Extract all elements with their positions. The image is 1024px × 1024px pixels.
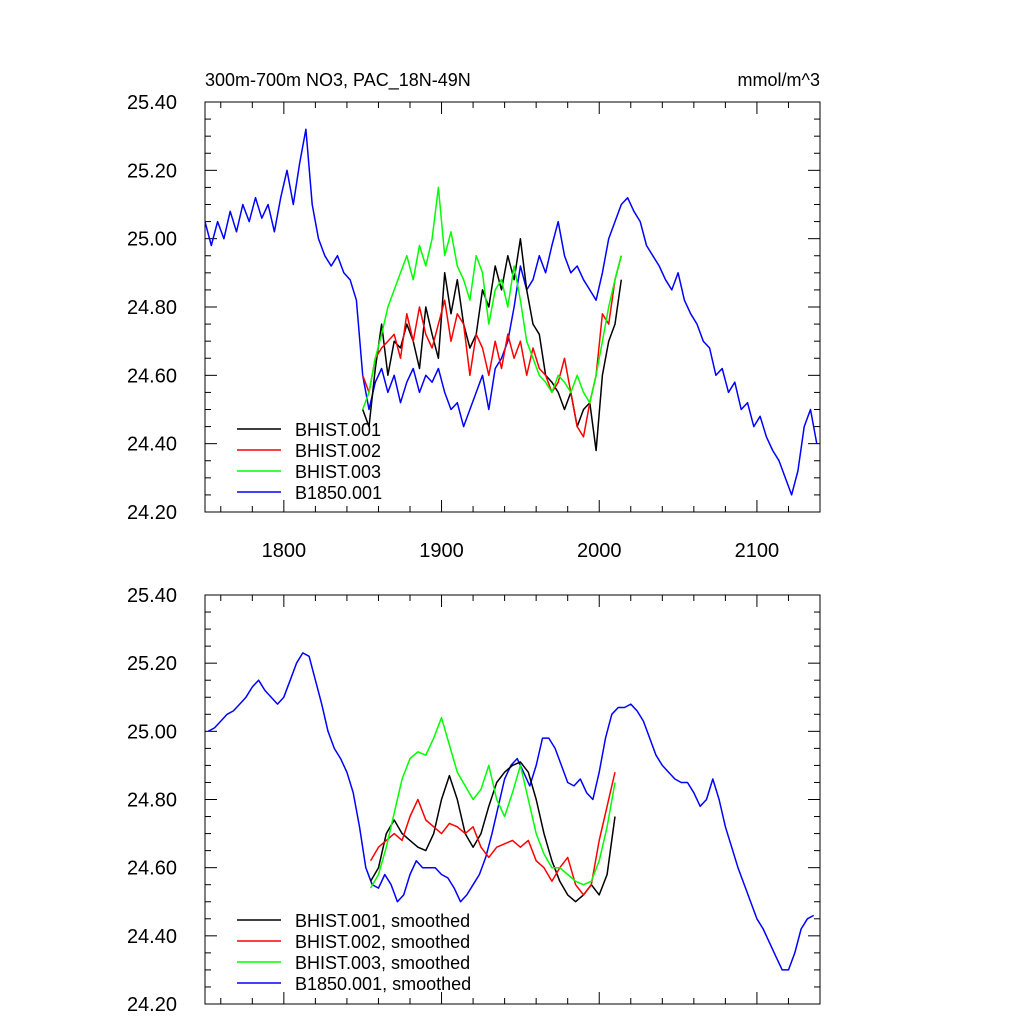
legend-label: B1850.001, smoothed	[295, 974, 471, 994]
legend-label: B1850.001	[295, 483, 382, 503]
chart-title-right: mmol/m^3	[738, 70, 820, 90]
y-tick-label: 24.60	[127, 858, 177, 880]
y-tick-label: 24.40	[127, 926, 177, 948]
x-tick-label: 2100	[735, 540, 780, 562]
y-tick-label: 24.20	[127, 994, 177, 1016]
y-tick-label: 25.00	[127, 721, 177, 743]
series-line-bhist-003	[361, 186, 623, 410]
x-tick-label: 1800	[262, 540, 307, 562]
series-line-bhist-002	[369, 772, 616, 896]
series-line-bhist-001	[361, 237, 623, 452]
y-tick-label: 25.40	[127, 92, 177, 114]
series-line-b1850-001	[207, 652, 815, 971]
x-tick-label: 1900	[419, 540, 464, 562]
y-tick-label: 25.00	[127, 229, 177, 251]
chart-title-left: 300m-700m NO3, PAC_18N-49N	[205, 70, 471, 91]
legend-label: BHIST.002, smoothed	[295, 932, 470, 952]
series-line-bhist-003	[369, 716, 616, 889]
y-tick-label: 24.80	[127, 297, 177, 319]
y-tick-label: 24.80	[127, 790, 177, 812]
series-line-bhist-001	[369, 761, 616, 903]
legend-label: BHIST.003, smoothed	[295, 953, 470, 973]
y-tick-label: 25.40	[127, 585, 177, 607]
x-tick-label: 2000	[577, 540, 622, 562]
y-tick-label: 24.20	[127, 502, 177, 524]
legend-label: BHIST.003	[295, 462, 381, 482]
legend-label: BHIST.002	[295, 441, 381, 461]
series-line-b1850-001	[204, 128, 818, 496]
y-tick-label: 25.20	[127, 653, 177, 675]
bottom-panel: 25.40 25.20 25.00 24.80 24.60 24.40 24.20 BHIST…	[127, 585, 821, 1016]
legend-label: BHIST.001, smoothed	[295, 911, 470, 931]
legend-label: BHIST.001	[295, 420, 381, 440]
top-panel: 25.40 25.20 25.00 24.80 24.60 24.40 24.20 1800 1…	[127, 92, 821, 562]
series-line-bhist-002	[361, 255, 623, 438]
y-tick-label: 24.60	[127, 365, 177, 387]
y-tick-label: 25.20	[127, 160, 177, 182]
y-tick-label: 24.40	[127, 434, 177, 456]
